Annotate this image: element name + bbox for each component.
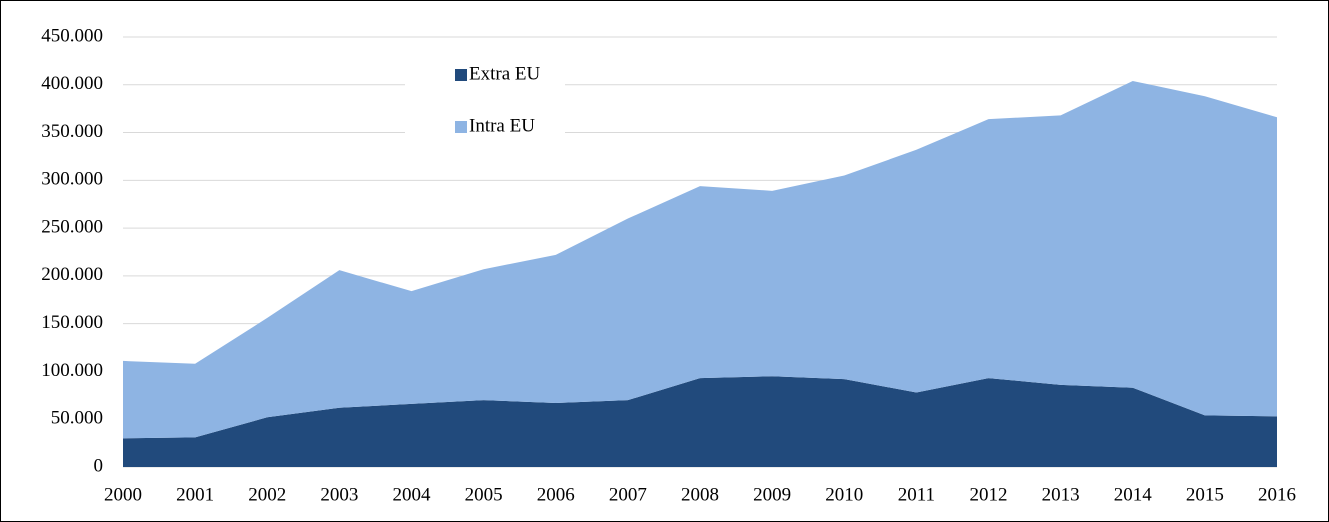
x-tick-label: 2006 (537, 484, 575, 505)
legend-swatch (455, 121, 467, 133)
x-tick-label: 2000 (104, 484, 142, 505)
x-tick-label: 2013 (1042, 484, 1080, 505)
x-tick-label: 2002 (248, 484, 286, 505)
x-tick-label: 2014 (1114, 484, 1153, 505)
y-tick-label: 250.000 (41, 216, 103, 237)
legend-label: Extra EU (469, 63, 541, 84)
x-tick-label: 2012 (970, 484, 1008, 505)
x-tick-label: 2007 (609, 484, 647, 505)
y-tick-label: 100.000 (41, 360, 103, 381)
x-tick-label: 2011 (898, 484, 935, 505)
x-tick-label: 2008 (681, 484, 719, 505)
area (123, 376, 1277, 467)
y-tick-label: 350.000 (41, 121, 103, 142)
x-tick-label: 2009 (753, 484, 791, 505)
y-tick-label: 200.000 (41, 264, 103, 285)
legend-bg (405, 109, 565, 145)
x-tick-label: 2016 (1258, 484, 1296, 505)
x-tick-label: 2010 (825, 484, 863, 505)
y-tick-label: 300.000 (41, 169, 103, 190)
x-tick-label: 2001 (176, 484, 214, 505)
x-tick-label: 2005 (465, 484, 503, 505)
y-tick-label: 450.000 (41, 25, 103, 46)
legend-swatch (455, 69, 467, 81)
y-tick-label: 0 (94, 455, 104, 476)
area (123, 80, 1277, 439)
x-tick-label: 2015 (1186, 484, 1224, 505)
x-tick-label: 2003 (320, 484, 358, 505)
y-tick-label: 50.000 (51, 408, 103, 429)
legend-bg (405, 57, 565, 93)
y-tick-label: 150.000 (41, 312, 103, 333)
legend-label: Intra EU (469, 115, 535, 136)
y-tick-label: 400.000 (41, 73, 103, 94)
x-tick-label: 2004 (393, 484, 432, 505)
